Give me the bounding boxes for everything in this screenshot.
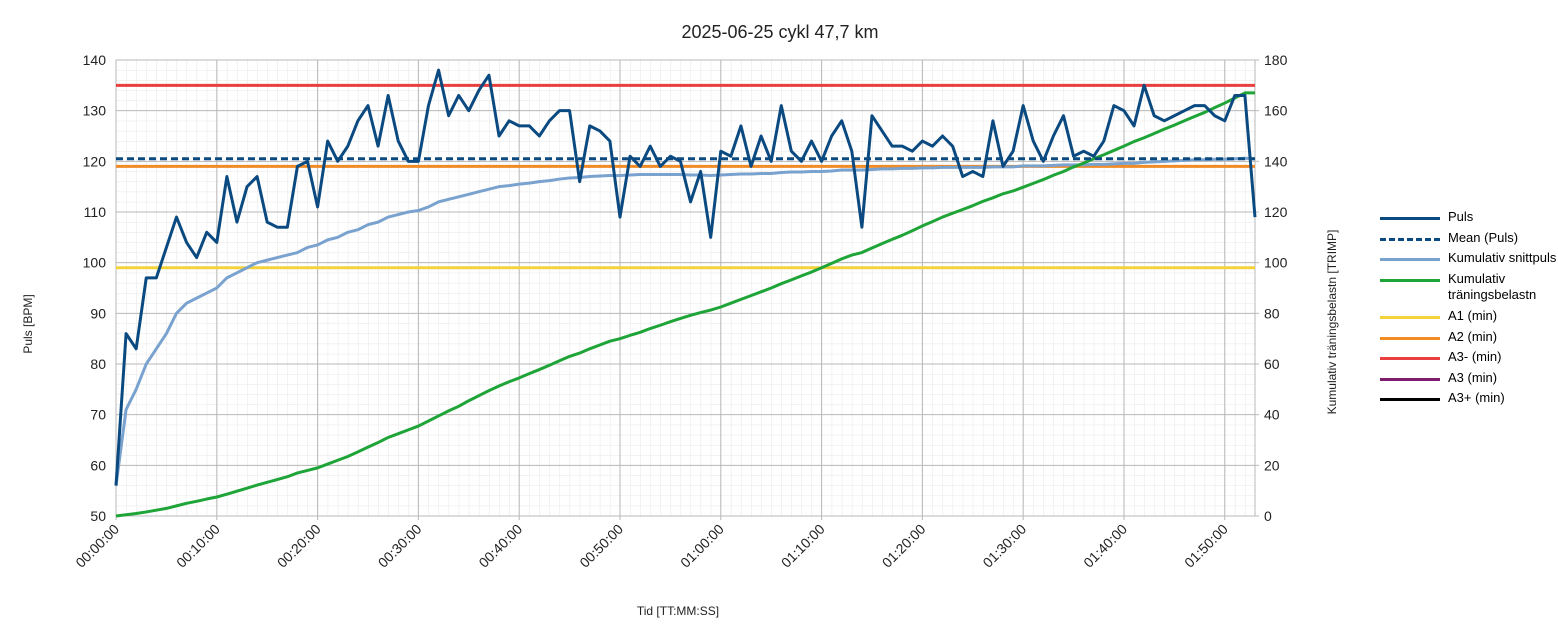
legend-item: A2 (min) [1380,327,1558,348]
y2-tick-label: 160 [1264,103,1288,119]
y2-tick-label: 180 [1264,52,1288,68]
y2-tick-label: 140 [1264,153,1288,169]
legend-swatch [1380,278,1440,282]
x-tick-label: 00:00:00 [72,521,122,571]
legend-swatch [1380,336,1440,340]
x-tick-label: 00:30:00 [375,521,425,571]
y-tick-label: 140 [83,52,107,68]
x-tick-label: 01:40:00 [1080,521,1130,571]
legend-item: A1 (min) [1380,306,1558,327]
legend-label: A2 (min) [1448,328,1498,344]
x-tick-label: 01:20:00 [879,521,929,571]
legend-label: A1 (min) [1448,307,1498,323]
y2-tick-label: 120 [1264,204,1288,220]
y2-tick-label: 0 [1264,508,1272,524]
y-tick-label: 110 [84,204,107,220]
x-tick-label: 01:00:00 [677,521,727,571]
legend-label: A3 (min) [1448,369,1498,385]
legend-item: A3- (min) [1380,347,1558,368]
x-tick-label: 01:50:00 [1181,521,1231,571]
legend-label: A3+ (min) [1448,390,1505,406]
y2-tick-label: 20 [1264,457,1280,473]
y2-tick-label: 80 [1264,305,1280,321]
x-tick-label: 00:40:00 [475,521,525,571]
series-line [114,156,1256,486]
y2-tick-label: 60 [1264,356,1280,372]
y2-axis-label: Kumulativ träningsbelastn [TRIMP] [1325,230,1339,415]
y-tick-label: 80 [90,356,106,372]
legend-item: Mean (Puls) [1380,228,1558,249]
legend-swatch [1380,357,1440,361]
y-tick-label: 50 [90,508,106,524]
legend-label: A3- (min) [1448,349,1502,365]
y-axis-label: Puls [BPM] [21,294,35,353]
x-tick-label: 01:30:00 [979,521,1029,571]
legend: Puls Mean (Puls) Kumulativ snittpuls Kumula… [1380,207,1558,409]
legend-swatch [1380,258,1440,262]
legend-swatch [1380,398,1440,402]
y-tick-label: 90 [90,305,106,321]
legend-item: A3+ (min) [1380,388,1558,409]
y-tick-label: 120 [83,153,107,169]
series-line [114,68,1257,486]
legend-item: Puls [1380,207,1558,228]
x-tick-label: 01:10:00 [778,521,828,571]
y2-tick-label: 100 [1264,255,1288,271]
legend-item: Kumulativ träningsbelastn [1380,269,1558,306]
legend-item: Kumulativ snittpuls [1380,248,1558,269]
legend-item: A3 (min) [1380,368,1558,389]
x-tick-label: 00:50:00 [576,521,626,571]
legend-label: Mean (Puls) [1448,229,1519,245]
legend-label: Kumulativ snittpuls [1448,250,1557,266]
legend-swatch [1380,237,1440,241]
y2-tick-label: 40 [1264,407,1280,423]
chart-title: 2025-06-25 cykl 47,7 km [681,22,878,42]
legend-label: Kumulativ träningsbelastn [1448,270,1537,303]
plot-border [115,59,1256,517]
y-tick-label: 70 [90,407,106,423]
y-tick-label: 60 [90,457,106,473]
y-tick-label: 130 [83,103,107,119]
x-tick-label: 00:20:00 [274,521,324,571]
legend-swatch [1380,377,1440,381]
x-axis-label: Tid [TT:MM:SS] [637,604,719,618]
legend-swatch [1380,315,1440,319]
legend-label: Puls [1448,209,1474,224]
series-line [115,91,1255,518]
x-tick-label: 00:10:00 [173,521,223,571]
y-tick-label: 100 [83,255,107,271]
minor-grid [116,60,1255,516]
legend-swatch [1380,217,1440,220]
